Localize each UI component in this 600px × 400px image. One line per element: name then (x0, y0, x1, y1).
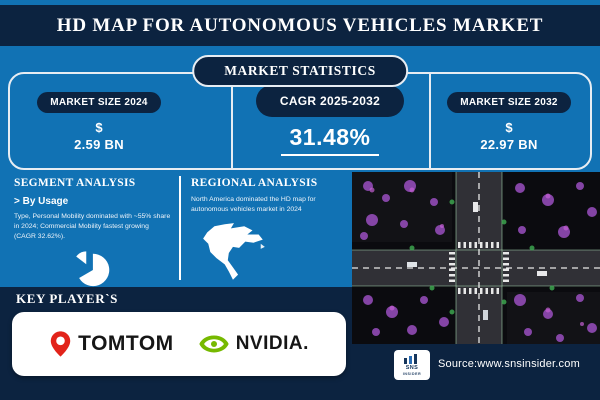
stat-label-2024: MARKET SIZE 2024 (37, 92, 161, 113)
stat-label-2032: MARKET SIZE 2032 (447, 92, 571, 113)
segment-analysis-body: Type, Personal Mobility dominated with ~… (14, 213, 171, 240)
nvidia-eye-icon (199, 335, 229, 353)
segment-analysis-section: SEGMENT ANALYSIS > By Usage Type, Person… (14, 177, 172, 293)
tomtom-pin-icon (50, 331, 71, 357)
pie-chart-icon (72, 250, 172, 293)
key-players-title: KEY PLAYER`S (16, 291, 118, 306)
sns-logo-subtext: INSIDER (402, 372, 422, 376)
pie-chart-icon-svg (76, 250, 110, 286)
middle-divider (179, 176, 181, 280)
stat-market-size-2024: MARKET SIZE 2024 $ 2.59 BN (14, 92, 184, 152)
player-nvidia-logo: NVIDIA. (198, 333, 309, 355)
lidar-intersection-svg (352, 172, 600, 344)
page-title: HD MAP FOR AUTONOMOUS VEHICLES MARKET (56, 14, 544, 36)
stat-value-2024: 2.59 BN (74, 137, 124, 152)
lidar-intersection-image (352, 172, 600, 344)
north-america-map-svg (203, 222, 265, 280)
header-bar: HD MAP FOR AUTONOMOUS VEHICLES MARKET (0, 5, 600, 46)
stat-value-2032: 22.97 BN (480, 137, 538, 152)
segment-analysis-title: SEGMENT ANALYSIS (14, 177, 136, 189)
player-tomtom-logo: TOMTOM (49, 330, 174, 358)
regional-analysis-title: REGIONAL ANALYSIS (191, 177, 318, 189)
source-attribution: Source:www.snsinsider.com (438, 358, 580, 370)
sns-logo-mark-icon (404, 354, 417, 364)
segment-by-usage-label: > By Usage (14, 196, 69, 207)
nvidia-wordmark: NVIDIA. (235, 333, 309, 354)
stat-label-cagr: CAGR 2025-2032 (255, 85, 405, 117)
stats-section-title: MARKET STATISTICS (192, 55, 408, 87)
north-america-map-icon (199, 221, 343, 290)
currency-symbol-2024: $ (95, 120, 103, 135)
sns-insider-logo: SNS INSIDER (394, 350, 430, 380)
sns-logo-text: SNS (405, 365, 419, 371)
tomtom-wordmark: TOMTOM (78, 332, 174, 355)
stats-divider-right (429, 74, 431, 168)
stat-cagr: CAGR 2025-2032 31.48% (233, 85, 427, 156)
stat-value-cagr: 31.48% (281, 124, 379, 156)
stats-divider-left (231, 74, 233, 168)
currency-symbol-2032: $ (505, 120, 513, 135)
stat-market-size-2032: MARKET SIZE 2032 $ 22.97 BN (430, 92, 588, 152)
key-players-card: TOMTOM NVIDIA. (12, 312, 346, 376)
regional-analysis-body: North America dominated the HD map for a… (191, 196, 316, 213)
regional-analysis-section: REGIONAL ANALYSIS North America dominate… (191, 177, 343, 290)
